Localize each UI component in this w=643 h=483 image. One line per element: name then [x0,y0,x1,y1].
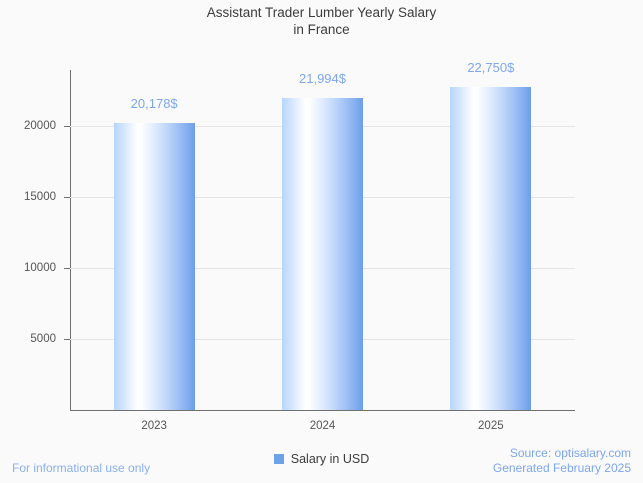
y-axis-tick-mark [64,126,70,127]
y-axis-tick-mark [64,268,70,269]
bar-value-label-2025: 22,750$ [467,59,515,75]
y-axis-tick-label: 15000 [24,191,56,203]
x-axis-line [70,410,575,411]
bar-2024[interactable] [282,97,363,410]
bar-2023[interactable] [113,123,195,410]
x-axis-tick-label-2024: 2024 [309,420,336,432]
y-axis-tick-mark [64,197,70,198]
chart-title-line-2: in France [293,22,350,37]
source-text: Source: optisalary.com [509,446,631,460]
legend-swatch-icon [273,454,284,464]
y-axis-tick-mark [64,339,70,340]
generated-text: Generated February 2025 [492,461,631,475]
x-axis-tick-label-2025: 2025 [478,420,504,432]
plot-area: 5000 10000 15000 20000 20,178$ 21,994$ 22,750$ [24,60,575,410]
chart-legend: Salary in USD [0,452,643,466]
chart-title: Assistant Trader Lumber Yearly Salary in… [0,4,643,38]
source-block: Source: optisalary.com Generated Februar… [493,446,631,476]
y-axis-tick-label: 5000 [30,333,56,345]
y-axis-tick-label: 10000 [24,262,56,274]
disclaimer-text: For informational use only [12,461,151,475]
y-axis-tick-label: 20000 [24,120,56,132]
bar-2025[interactable] [450,86,532,410]
chart-title-line-1: Assistant Trader Lumber Yearly Salary [206,5,437,20]
y-axis-line [70,70,71,411]
x-axis-tick-label-2023: 2023 [141,420,167,432]
bar-value-label-2024: 21,994$ [299,70,346,86]
bar-value-label-2023: 20,178$ [130,96,178,112]
legend-item-label: Salary in USD [290,452,370,466]
